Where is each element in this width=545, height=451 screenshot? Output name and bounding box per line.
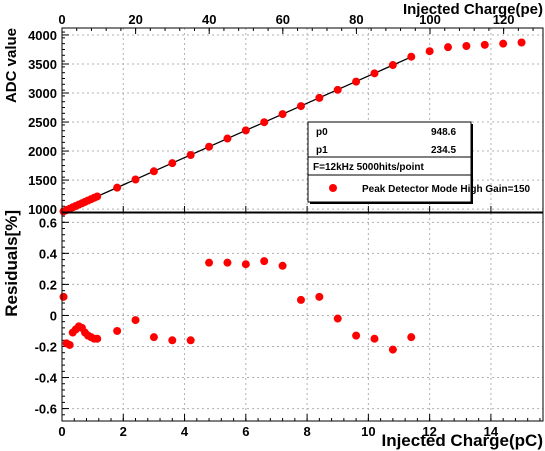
top-data-point-13 — [131, 175, 140, 184]
bottom-xtick-label-1: 2 — [120, 424, 127, 439]
top-data-point-18 — [223, 134, 232, 143]
top-ytick-label-3: 2500 — [28, 115, 57, 130]
top-x-axis-title: Injected Charge(pe) — [403, 1, 543, 18]
residual-point-20 — [260, 257, 269, 266]
secondary-xtick-label-0: 0 — [58, 12, 65, 27]
top-ytick-label-6: 4000 — [28, 28, 57, 43]
residual-point-11 — [93, 334, 102, 343]
top-data-point-21 — [278, 110, 287, 119]
top-y-axis-title: ADC value — [3, 28, 20, 103]
secondary-xtick-label-3: 60 — [276, 12, 290, 27]
bottom-ytick-label-1: -0.4 — [35, 371, 58, 386]
residual-point-25 — [352, 331, 361, 340]
stats-p1-value: 234.5 — [431, 145, 456, 156]
bottom-ytick-label-6: 0.6 — [39, 215, 57, 230]
bottom-ytick-label-3: 0 — [50, 308, 57, 323]
top-data-point-16 — [186, 151, 195, 160]
top-ytick-label-1: 1500 — [28, 173, 57, 188]
residual-point-24 — [333, 314, 342, 323]
residual-point-18 — [223, 258, 232, 267]
top-data-point-33 — [499, 39, 508, 48]
secondary-xtick-label-1: 20 — [128, 12, 142, 27]
top-data-point-19 — [241, 126, 250, 135]
bottom-ytick-label-5: 0.4 — [39, 246, 58, 261]
top-data-point-12 — [113, 183, 122, 192]
bottom-ytick-label-4: 0.2 — [39, 277, 57, 292]
top-plot-frame — [61, 27, 544, 213]
stats-box: p0 948.6 p1 234.5 F=12kHz 5000hits/point… — [307, 121, 531, 204]
residual-point-23 — [315, 292, 324, 301]
bottom-x-axis-title: Injected Charge(pC) — [381, 431, 543, 450]
bottom-y-axis-title: Residuals[%] — [2, 210, 21, 317]
bottom-xtick-label-6: 12 — [422, 424, 436, 439]
residual-point-2 — [65, 340, 74, 349]
legend-marker — [329, 184, 337, 192]
secondary-xtick-label-4: 80 — [349, 12, 363, 27]
secondary-xtick-label-2: 40 — [202, 12, 216, 27]
residual-point-0 — [59, 292, 68, 301]
top-data-point-23 — [315, 93, 324, 102]
top-data-point-29 — [425, 47, 434, 56]
top-ytick-label-4: 3000 — [28, 86, 57, 101]
residual-point-26 — [370, 334, 379, 343]
top-ytick-label-5: 3500 — [28, 57, 57, 72]
top-data-point-26 — [370, 69, 379, 78]
residual-point-27 — [388, 345, 397, 354]
top-data-point-17 — [205, 142, 214, 151]
top-data-point-22 — [296, 102, 305, 111]
secondary-xtick-label-5: 100 — [419, 12, 441, 27]
top-data-point-25 — [352, 77, 361, 86]
stats-note: F=12kHz 5000hits/point — [313, 162, 425, 173]
bottom-ytick-label-2: -0.2 — [35, 339, 57, 354]
bottom-ticks: 0 2 4 6 8 10 12 14 -0.6 -0.4 -0.2 0 0.2 0.4 0.6 — [35, 215, 541, 439]
residual-point-21 — [278, 261, 287, 270]
residual-point-19 — [241, 260, 250, 269]
top-ytick-label-2: 2000 — [28, 144, 57, 159]
bottom-xtick-label-5: 10 — [361, 424, 375, 439]
residual-point-17 — [205, 258, 214, 267]
residual-point-13 — [131, 316, 140, 325]
bottom-grid — [61, 213, 543, 421]
stats-p0-label: p0 — [316, 127, 328, 138]
top-data-point-11 — [93, 192, 102, 201]
legend-label: Peak Detector Mode High Gain=150 — [362, 184, 531, 195]
bottom-points — [59, 257, 416, 354]
top-data-point-20 — [260, 118, 269, 127]
stats-p0-value: 948.6 — [431, 127, 456, 138]
bottom-ytick-label-0: -0.6 — [35, 402, 57, 417]
top-data-point-32 — [480, 40, 489, 49]
bottom-xtick-label-0: 0 — [58, 424, 65, 439]
residual-point-15 — [168, 336, 177, 345]
top-data-point-30 — [444, 43, 453, 52]
top-grid — [61, 28, 543, 212]
top-data-point-28 — [407, 52, 416, 61]
bottom-xtick-label-7: 14 — [484, 424, 499, 439]
top-data-point-15 — [168, 159, 177, 168]
bottom-xtick-label-3: 6 — [242, 424, 249, 439]
top-data-point-34 — [517, 38, 526, 47]
residual-point-12 — [113, 326, 122, 335]
top-data-point-31 — [462, 41, 471, 50]
residual-point-22 — [296, 295, 305, 304]
bottom-xtick-label-4: 8 — [303, 424, 310, 439]
residual-point-28 — [407, 333, 416, 342]
residual-point-14 — [149, 333, 158, 342]
top-points — [59, 38, 526, 216]
bottom-plot-frame — [61, 212, 544, 422]
bottom-xtick-label-2: 4 — [181, 424, 189, 439]
top-data-point-14 — [149, 167, 158, 176]
top-ytick-label-0: 1000 — [28, 202, 57, 217]
top-data-point-24 — [333, 85, 342, 94]
stats-shadow-right — [471, 124, 473, 204]
secondary-xtick-label-6: 120 — [493, 12, 515, 27]
top-data-point-27 — [388, 61, 397, 70]
stats-shadow-bottom — [310, 202, 473, 204]
residual-point-16 — [186, 336, 195, 345]
stats-p1-label: p1 — [316, 145, 328, 156]
